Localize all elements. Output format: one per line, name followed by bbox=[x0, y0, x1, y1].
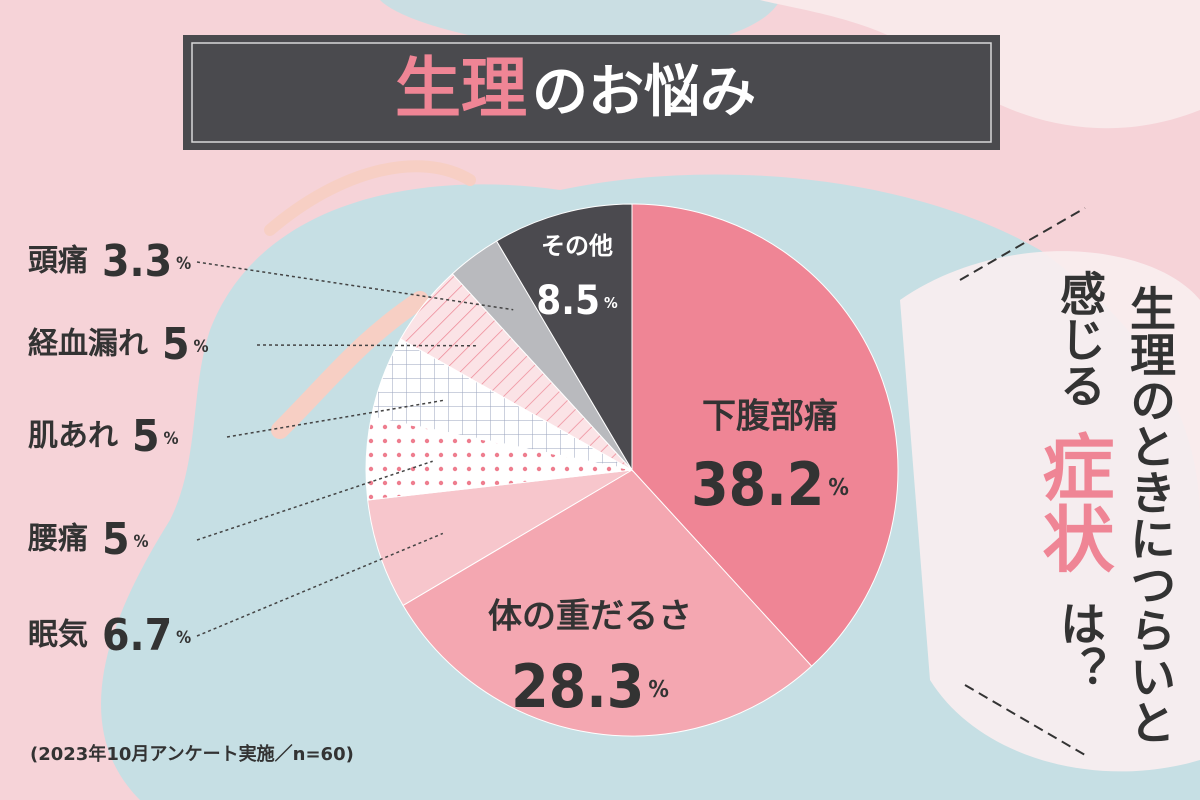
value-unit: % bbox=[604, 294, 618, 312]
value-number: 5 bbox=[162, 319, 190, 370]
value-label: 5% bbox=[162, 319, 209, 370]
side-text-accent: 症状 bbox=[1030, 430, 1114, 574]
pie bbox=[365, 203, 899, 737]
value-number: 6.7 bbox=[102, 610, 172, 661]
deco-line bbox=[964, 684, 1086, 756]
value-unit: % bbox=[828, 475, 849, 501]
bg-stroke bbox=[271, 291, 429, 439]
value-unit: % bbox=[648, 677, 669, 703]
pie-slice bbox=[367, 469, 633, 607]
pie-slice bbox=[402, 469, 813, 737]
side-text: は？ bbox=[1053, 600, 1107, 692]
title-frame bbox=[191, 42, 992, 143]
category-label: 下腹部痛 bbox=[702, 397, 838, 437]
value-label: 5% bbox=[132, 411, 179, 462]
value-unit: % bbox=[176, 253, 191, 273]
value-number: 8.5 bbox=[536, 278, 600, 324]
category-label: その他 bbox=[541, 232, 613, 260]
value-label: 3.3% bbox=[102, 236, 191, 287]
value-number: 5 bbox=[132, 411, 160, 462]
category-label: 体の重だるさ bbox=[488, 597, 692, 637]
title-banner bbox=[183, 35, 1000, 150]
footnote: (2023年10月アンケート実施／n=60) bbox=[30, 743, 354, 765]
leader-line bbox=[226, 399, 446, 438]
leader-line bbox=[196, 261, 514, 311]
category-label: 頭痛 bbox=[28, 244, 88, 279]
side-text: 生理のときにつらいと bbox=[1123, 285, 1177, 745]
value-label: 38.2% bbox=[691, 450, 849, 520]
leader-line bbox=[256, 344, 476, 347]
value-label: 28.3% bbox=[511, 652, 669, 722]
value-number: 3.3 bbox=[102, 236, 172, 287]
value-unit: % bbox=[176, 627, 191, 647]
value-unit: % bbox=[134, 531, 149, 551]
category-label: 眠気 bbox=[28, 618, 88, 653]
pie-slice bbox=[631, 203, 899, 667]
value-label: 5% bbox=[102, 514, 149, 565]
category-label: 肌あれ bbox=[28, 419, 118, 454]
value-unit: % bbox=[164, 428, 179, 448]
leader-line bbox=[196, 532, 444, 637]
labels: 下腹部痛 38.2 % 体の重だるさ 28.3 % その他 8.5 % 眠気 6.7 % 腰痛 5 % 肌あれ… bbox=[28, 232, 849, 722]
pie-slice bbox=[495, 203, 633, 472]
bg-blob bbox=[900, 251, 1200, 772]
title-accent: 生理 bbox=[395, 50, 527, 127]
value-number: 38.2 bbox=[691, 450, 824, 520]
value-number: 5 bbox=[102, 514, 130, 565]
value-label: 8.5% bbox=[536, 278, 618, 324]
value-unit: % bbox=[194, 336, 209, 356]
bg-stroke bbox=[264, 160, 476, 236]
category-label: 経血漏れ bbox=[28, 327, 148, 362]
side-text: 感じる bbox=[1053, 270, 1107, 408]
title: のお悩み bbox=[532, 60, 756, 125]
deco-line bbox=[959, 207, 1086, 281]
category-label: 腰痛 bbox=[28, 522, 88, 557]
value-number: 28.3 bbox=[511, 652, 644, 722]
value-label: 6.7% bbox=[102, 610, 191, 661]
